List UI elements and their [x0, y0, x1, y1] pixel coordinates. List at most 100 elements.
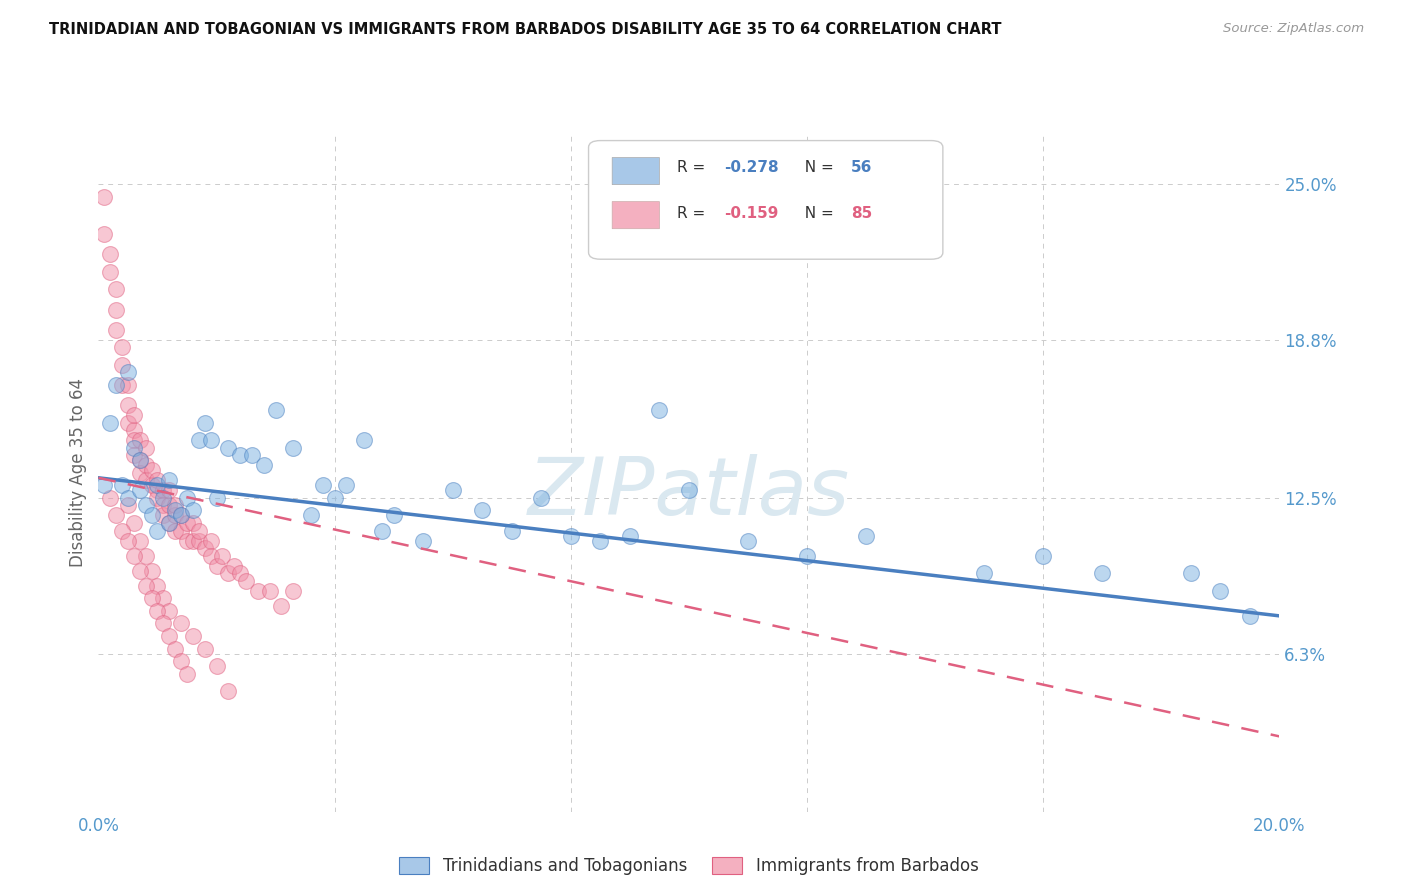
Text: 85: 85 — [851, 206, 872, 220]
Point — [152, 483, 174, 498]
Point — [141, 508, 163, 523]
Point — [246, 583, 269, 598]
FancyBboxPatch shape — [589, 141, 943, 260]
Point — [181, 629, 204, 643]
Point — [135, 441, 157, 455]
Point — [176, 516, 198, 530]
Point — [270, 599, 292, 613]
Point — [170, 654, 193, 668]
Point — [312, 478, 335, 492]
Point — [122, 448, 145, 462]
Point — [146, 604, 169, 618]
Point — [187, 433, 209, 447]
Point — [170, 524, 193, 538]
Point — [648, 403, 671, 417]
Text: -0.278: -0.278 — [724, 161, 779, 175]
Point — [371, 524, 394, 538]
Point — [165, 524, 187, 538]
Point — [122, 408, 145, 422]
Point — [299, 508, 322, 523]
Point — [128, 564, 150, 578]
Point — [283, 441, 305, 455]
Point — [165, 503, 187, 517]
Point — [560, 528, 582, 542]
Point — [259, 583, 281, 598]
Y-axis label: Disability Age 35 to 64: Disability Age 35 to 64 — [69, 378, 87, 567]
Point — [973, 566, 995, 581]
Point — [146, 491, 169, 505]
Point — [200, 549, 222, 563]
Legend: Trinidadians and Tobagonians, Immigrants from Barbados: Trinidadians and Tobagonians, Immigrants… — [392, 850, 986, 881]
Point — [141, 564, 163, 578]
Point — [165, 641, 187, 656]
Point — [170, 508, 193, 523]
Point — [105, 302, 128, 317]
Point — [122, 516, 145, 530]
Text: -0.159: -0.159 — [724, 206, 779, 220]
Point — [128, 533, 150, 548]
Point — [152, 616, 174, 631]
Point — [128, 483, 150, 498]
Point — [152, 499, 174, 513]
Point — [105, 508, 128, 523]
Point — [98, 247, 121, 261]
Point — [353, 433, 375, 447]
Point — [1180, 566, 1202, 581]
Point — [117, 377, 139, 392]
Point — [205, 491, 228, 505]
Point — [224, 558, 246, 573]
Point — [200, 533, 222, 548]
Point — [117, 491, 139, 505]
Point — [187, 533, 209, 548]
Point — [93, 189, 115, 203]
Point — [117, 398, 139, 412]
Point — [128, 453, 150, 467]
Point — [157, 604, 180, 618]
Point — [589, 533, 612, 548]
Text: R =: R = — [678, 206, 710, 220]
Text: Source: ZipAtlas.com: Source: ZipAtlas.com — [1223, 22, 1364, 36]
Point — [128, 433, 150, 447]
Point — [93, 227, 115, 242]
Text: ZIPatlas: ZIPatlas — [527, 454, 851, 533]
Point — [146, 473, 169, 487]
Point — [111, 340, 134, 354]
Point — [229, 566, 252, 581]
Point — [152, 491, 174, 505]
Text: 56: 56 — [851, 161, 872, 175]
Point — [141, 478, 163, 492]
Point — [122, 549, 145, 563]
Point — [111, 377, 134, 392]
Point — [152, 591, 174, 606]
Point — [128, 466, 150, 480]
Point — [176, 666, 198, 681]
Point — [240, 448, 263, 462]
Point — [122, 433, 145, 447]
Point — [205, 659, 228, 673]
Point — [382, 508, 405, 523]
Point — [98, 265, 121, 279]
Point — [176, 533, 198, 548]
Point — [200, 433, 222, 447]
Point — [619, 528, 641, 542]
Point — [117, 499, 139, 513]
Point — [111, 478, 134, 492]
Point — [335, 478, 357, 492]
Point — [105, 283, 128, 297]
Point — [135, 473, 157, 487]
Point — [146, 579, 169, 593]
Point — [146, 483, 169, 498]
Point — [323, 491, 346, 505]
FancyBboxPatch shape — [612, 202, 659, 228]
Point — [141, 463, 163, 477]
Point — [264, 403, 287, 417]
Point — [737, 533, 759, 548]
Point — [283, 583, 305, 598]
Point — [211, 549, 233, 563]
Point — [152, 508, 174, 523]
Point — [105, 323, 128, 337]
Point — [111, 524, 134, 538]
Text: R =: R = — [678, 161, 710, 175]
Point — [165, 499, 187, 513]
Point — [141, 591, 163, 606]
